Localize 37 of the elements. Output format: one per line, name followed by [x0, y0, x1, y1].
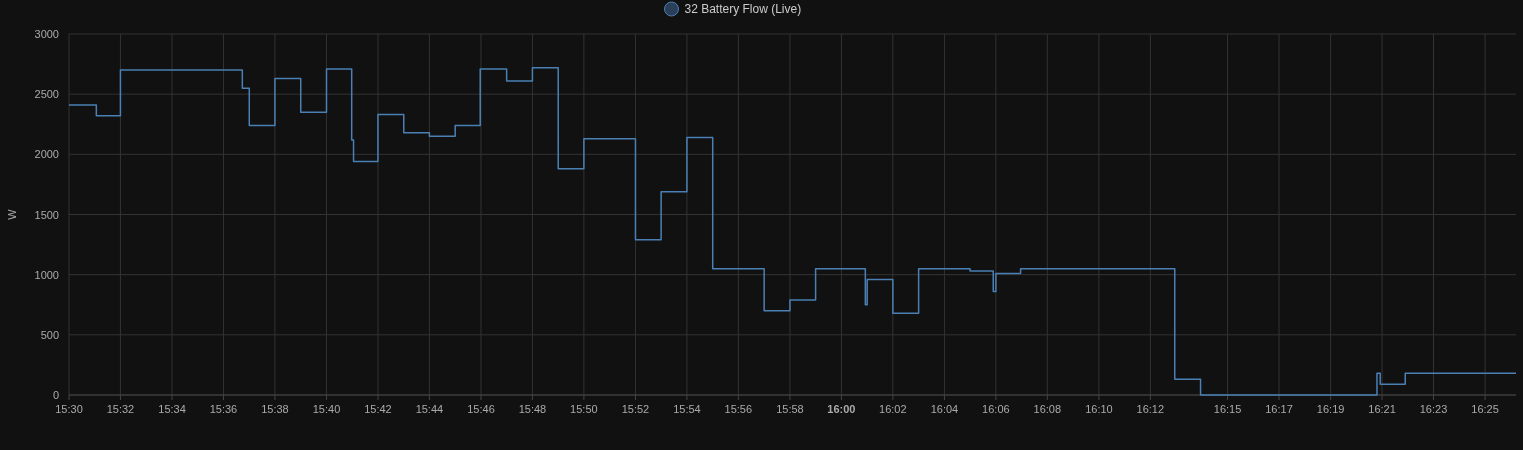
y-tick-label: 1000	[34, 268, 59, 281]
x-tick-label: 16:04	[930, 403, 959, 415]
x-tick-label: 15:38	[261, 403, 289, 415]
x-tick-label: 15:56	[724, 403, 753, 415]
x-tick-label: 16:23	[1419, 403, 1448, 415]
x-tick-label: 15:34	[158, 403, 186, 415]
x-tick-label: 15:58	[776, 403, 804, 415]
y-axis-title: W	[6, 208, 18, 220]
x-tick-label: 15:54	[673, 403, 701, 415]
x-tick-label: 15:48	[518, 403, 547, 415]
x-tick-label: 16:02	[879, 403, 907, 415]
y-tick-label: 500	[40, 328, 59, 341]
y-tick-label: 0	[52, 389, 59, 401]
x-tick-label: 16:12	[1136, 403, 1165, 415]
x-tick-label: 15:52	[621, 403, 650, 415]
x-tick-label: 16:21	[1368, 403, 1396, 415]
x-tick-label: 16:19	[1316, 403, 1345, 415]
x-tick-label: 15:40	[312, 403, 341, 415]
x-tick-label: 16:25	[1471, 403, 1499, 415]
legend-label: 32 Battery Flow (Live)	[684, 2, 802, 16]
y-tick-label: 1500	[34, 208, 59, 221]
x-tick-label: 15:32	[106, 403, 135, 415]
x-tick-label: 15:46	[467, 403, 495, 415]
y-tick-label: 2000	[34, 148, 59, 161]
x-tick-label: 16:00	[827, 403, 856, 415]
x-tick-label: 16:15	[1213, 403, 1242, 415]
x-tick-label: 16:10	[1085, 403, 1113, 415]
x-tick-label: 16:17	[1265, 403, 1293, 415]
y-tick-label: 3000	[34, 28, 59, 40]
x-tick-label: 16:06	[982, 403, 1010, 415]
x-tick-label: 15:36	[209, 403, 238, 415]
y-tick-label: 2500	[34, 88, 59, 101]
x-tick-label: 15:50	[570, 403, 598, 415]
x-tick-label: 15:30	[55, 403, 83, 415]
x-tick-label: 15:44	[415, 403, 444, 415]
x-tick-label: 16:08	[1033, 403, 1062, 415]
x-tick-label: 15:42	[364, 403, 392, 415]
